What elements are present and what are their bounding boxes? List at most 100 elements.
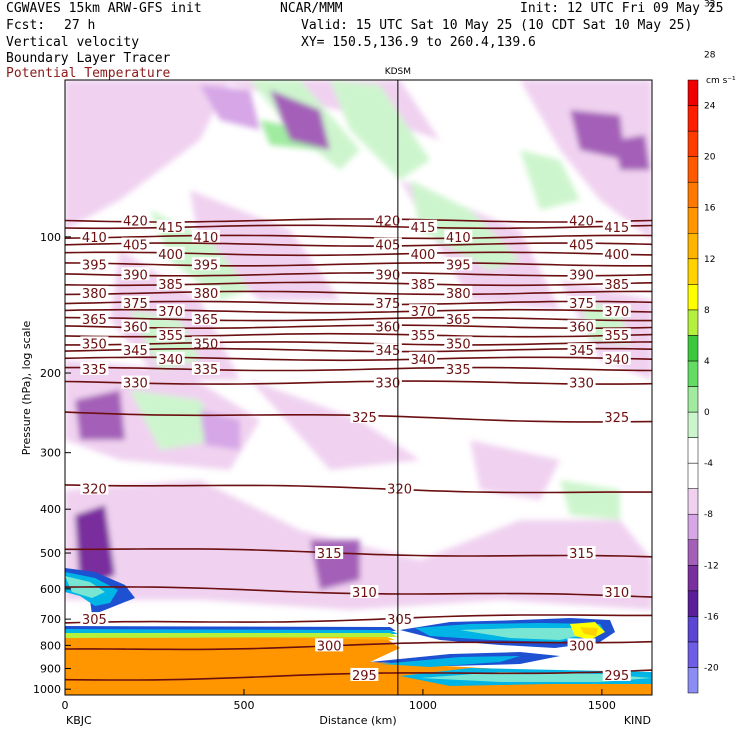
theta-contour-label: 310 (604, 586, 629, 601)
theta-contour-label: 395 (82, 258, 107, 273)
theta-label-bg (191, 257, 220, 271)
x-tick-label: 1500 (588, 699, 616, 712)
theta-label-bg (409, 351, 438, 365)
colorbar-swatch (687, 667, 699, 694)
theta-contour-line (65, 548, 652, 558)
theta-label-bg (373, 375, 402, 389)
colorbar-label: 32 (704, 0, 715, 9)
theta-label-bg (444, 285, 473, 299)
theta-label-bg (602, 304, 631, 318)
theta-contour-label: 380 (82, 287, 107, 302)
theta-contour-label: 325 (352, 411, 377, 426)
field-label-theta: Potential Temperature (6, 66, 171, 81)
theta-contour-label: 300 (317, 639, 342, 654)
y-tick-label: 600 (40, 583, 61, 596)
theta-label-bg (121, 267, 150, 281)
theta-contour-label: 315 (317, 547, 342, 562)
theta-label-bg (156, 304, 185, 318)
theta-contour-label: 360 (375, 321, 400, 336)
theta-contour-label: 405 (569, 239, 594, 254)
theta-contour-label: 345 (375, 344, 400, 359)
theta-contour-label: 365 (446, 313, 471, 328)
theta-contour-label: 410 (446, 231, 471, 246)
colorbar-swatch (687, 386, 699, 413)
colorbar-swatch (687, 156, 699, 183)
colorbar-swatch (687, 335, 699, 362)
colorbar-swatch (687, 130, 699, 157)
y-tick-label: 100 (40, 231, 61, 244)
theta-label-bg (80, 612, 109, 626)
theta-label-bg (350, 667, 379, 681)
theta-label-bg (602, 219, 631, 233)
theta-label-bg (350, 409, 379, 423)
model-title: CGWAVES 15km ARW-GFS init (6, 1, 202, 16)
theta-contour-label: 410 (82, 231, 107, 246)
theta-label-bg (373, 295, 402, 309)
colorbar-swatch (687, 590, 699, 617)
theta-label-bg (385, 612, 414, 626)
theta-contour-label: 390 (375, 268, 400, 283)
theta-label-bg (156, 351, 185, 365)
theta-contour-line (65, 324, 652, 329)
theta-label-bg (373, 343, 402, 357)
colorbar: -20-16-12-8-404812162024283236 (687, 0, 719, 694)
theta-contour-label: 400 (604, 248, 629, 263)
theta-contour-label: 295 (352, 669, 377, 684)
theta-label-bg (191, 336, 220, 350)
theta-contour-line (65, 341, 652, 346)
theta-contour-label: 325 (604, 411, 629, 426)
colorbar-swatch (687, 411, 699, 438)
theta-contour-label: 390 (123, 268, 148, 283)
theta-contour-label: 395 (193, 258, 218, 273)
colorbar-swatch (687, 641, 699, 668)
x-tick-label: 0 (62, 699, 69, 712)
theta-contour-line (65, 262, 652, 267)
field-label-vertical-velocity: Vertical velocity (6, 35, 140, 50)
theta-label-bg (409, 328, 438, 342)
y-tick-label: 1000 (33, 683, 61, 696)
theta-contour-label: 375 (123, 297, 148, 312)
theta-label-bg (567, 295, 596, 309)
theta-label-bg (567, 237, 596, 251)
theta-contour-label: 335 (82, 363, 107, 378)
theta-contour-line (65, 234, 652, 240)
y-axis-label: Pressure (hPa), log scale (20, 321, 33, 456)
theta-label-bg (444, 229, 473, 243)
forecast-label: Fcst: (6, 18, 46, 33)
theta-label-bg (409, 246, 438, 260)
y-tick-label: 800 (40, 639, 61, 652)
y-tick-label: 200 (40, 367, 61, 380)
theta-contour-label: 350 (193, 337, 218, 352)
theta-contour-line (65, 380, 652, 385)
colorbar-swatch (687, 437, 699, 464)
theta-label-bg (373, 213, 402, 227)
theta-label-bg (602, 409, 631, 423)
theta-contour-label: 335 (446, 363, 471, 378)
colorbar-swatch (687, 105, 699, 132)
colorbar-label: -4 (704, 459, 713, 469)
theta-label-bg (80, 336, 109, 350)
theta-contour-label: 415 (158, 221, 183, 236)
theta-contour-label: 405 (123, 239, 148, 254)
theta-label-bg (121, 295, 150, 309)
plot-frame (64, 79, 653, 696)
colorbar-swatch (687, 462, 699, 489)
theta-label-bg (567, 375, 596, 389)
theta-label-bg (156, 276, 185, 290)
theta-label-bg (602, 276, 631, 290)
marker-station-label: KDSM (385, 67, 411, 77)
theta-contour-label: 370 (411, 305, 436, 320)
theta-contour-label: 350 (446, 337, 471, 352)
theta-contour-line (65, 347, 652, 353)
theta-contour-label: 340 (158, 353, 183, 368)
theta-label-bg (191, 229, 220, 243)
theta-label-bg (121, 319, 150, 333)
theta-label-bg (350, 585, 379, 599)
theta-contour-line (65, 484, 652, 494)
theta-contour-label: 370 (158, 305, 183, 320)
theta-label-bg (121, 213, 150, 227)
theta-contour-line (65, 300, 652, 306)
colorbar-label: 0 (704, 408, 710, 418)
theta-contour-label: 305 (387, 613, 412, 628)
